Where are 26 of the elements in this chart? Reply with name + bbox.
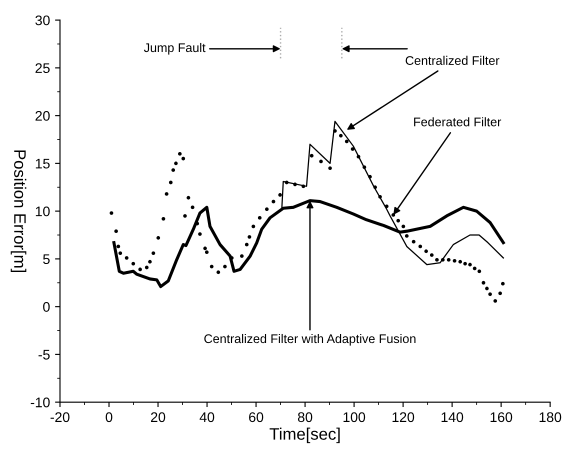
y-tick-label: 0 xyxy=(43,302,50,312)
x-tick-label: 100 xyxy=(344,412,366,422)
annotation: Centralized Filter with Adaptive Fusion xyxy=(204,334,416,346)
x-tick-label: 40 xyxy=(200,412,214,422)
x-tick-label: 180 xyxy=(540,412,562,422)
x-tick-label: 0 xyxy=(106,412,112,422)
y-tick-label: 5 xyxy=(43,254,50,264)
y-tick-label: 10 xyxy=(36,206,50,216)
x-tick-label: 60 xyxy=(249,412,264,422)
x-axis-title: Time[sec] xyxy=(270,428,340,444)
y-tick-label: -5 xyxy=(38,350,50,360)
annotation: Federated Filter xyxy=(414,117,502,126)
y-tick-label: 20 xyxy=(36,110,50,121)
y-tick-label: 30 xyxy=(35,15,50,26)
y-tick-label: 15 xyxy=(36,158,50,169)
x-tick-label: 140 xyxy=(442,412,464,422)
y-tick-label: -10 xyxy=(30,397,50,408)
x-tick-label: 20 xyxy=(151,412,166,422)
annotation: Centralized Filter xyxy=(406,56,500,65)
x-tick-label: 160 xyxy=(490,412,512,422)
y-axis-title: Position Error[m] xyxy=(10,150,26,272)
annotation: Jump Fault xyxy=(144,42,206,55)
y-tick-label: 25 xyxy=(36,63,50,74)
x-tick-label: 80 xyxy=(298,412,312,422)
x-tick-label: 120 xyxy=(392,412,414,422)
x-tick-label: -20 xyxy=(50,412,70,422)
